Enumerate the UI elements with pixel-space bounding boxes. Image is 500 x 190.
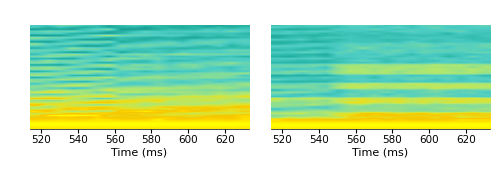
X-axis label: Time (ms): Time (ms)	[352, 147, 408, 158]
X-axis label: Time (ms): Time (ms)	[112, 147, 168, 158]
